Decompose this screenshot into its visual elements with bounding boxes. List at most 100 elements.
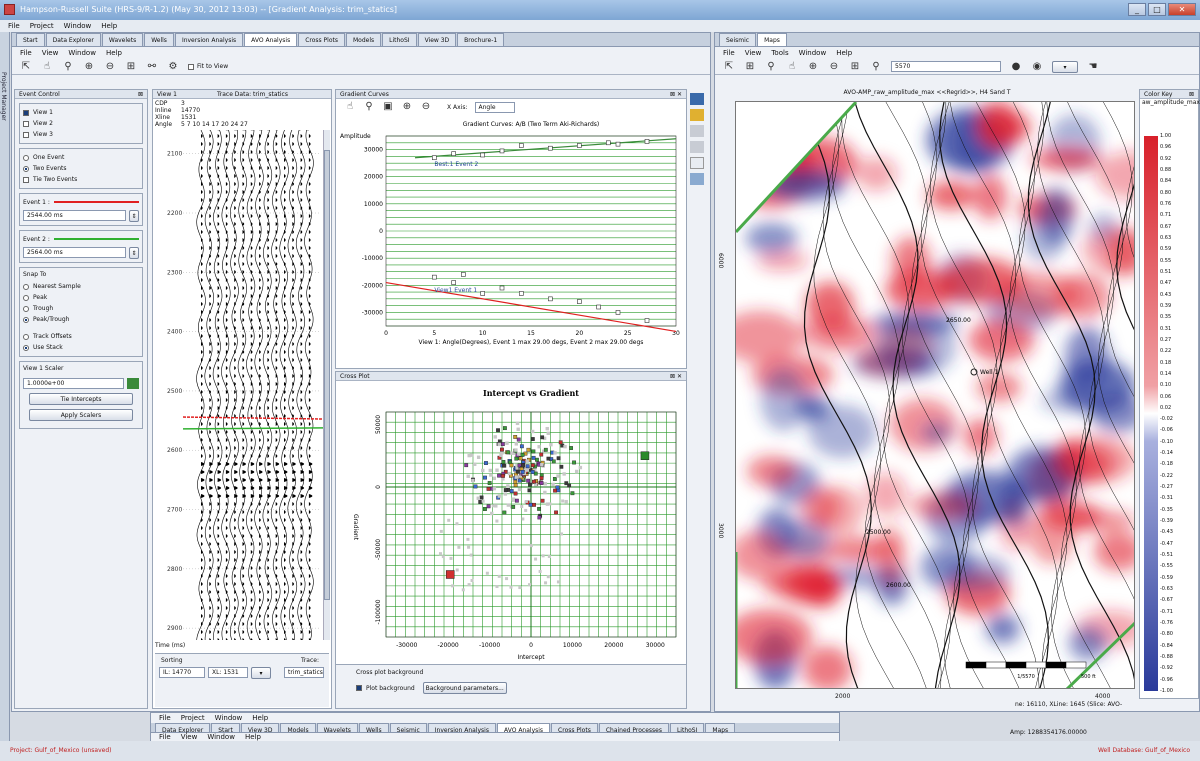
zoom-reset-icon[interactable]: ⚲ xyxy=(872,60,880,72)
grid-icon[interactable] xyxy=(690,125,704,137)
zoom-in-icon[interactable]: ⊕ xyxy=(402,101,412,112)
pan-icon[interactable]: ☝ xyxy=(788,60,796,72)
project-manager-strip[interactable]: Project Manager xyxy=(0,32,10,741)
background-params-button[interactable]: Background parameters... xyxy=(422,682,507,694)
tie-intercepts-button[interactable]: Tie Intercepts xyxy=(29,393,133,405)
gradient-curves-chart[interactable]: Gradient Curves: A/B (Two Term Aki-Richa… xyxy=(336,116,686,368)
tab-wavelets[interactable]: Wavelets xyxy=(101,33,144,46)
menu-item-file[interactable]: File xyxy=(723,49,735,57)
use-stack-radio[interactable]: Use Stack xyxy=(23,342,139,353)
well-marker-icon[interactable] xyxy=(970,368,978,376)
tab-inversion-analysis[interactable]: Inversion Analysis xyxy=(427,723,496,734)
tab-avo-analysis[interactable]: AVO Analysis xyxy=(496,723,551,734)
tab-start[interactable]: Start xyxy=(16,33,45,46)
scaler-field[interactable]: 1.0000e+00 xyxy=(23,378,124,389)
panel-close-icon[interactable]: ⊠ ✕ xyxy=(670,91,682,98)
menu-item-help[interactable]: Help xyxy=(101,22,118,30)
checkbox-icon[interactable] xyxy=(23,109,29,116)
tab-brochure-1[interactable]: Brochure-1 xyxy=(457,33,505,46)
apply-scaler-icon[interactable] xyxy=(127,378,139,389)
tab-inversion-analysis[interactable]: Inversion Analysis xyxy=(174,33,244,46)
zoom-icon[interactable]: ⚲ xyxy=(365,101,373,112)
tab-avo-analysis[interactable]: AVO Analysis xyxy=(244,33,298,46)
event2-spinner[interactable]: ⇕ xyxy=(129,247,139,259)
menu-item-help[interactable]: Help xyxy=(105,49,122,57)
menu-item-project[interactable]: Project xyxy=(180,714,205,722)
menu-item-view[interactable]: View xyxy=(180,733,198,741)
menu-item-window[interactable]: Window xyxy=(214,714,243,722)
tab-lithosi[interactable]: LithoSI xyxy=(669,723,705,734)
close-button[interactable]: ✕ xyxy=(1168,3,1196,16)
menu-item-file[interactable]: File xyxy=(20,49,32,57)
menu-item-help[interactable]: Help xyxy=(252,714,269,722)
menu-item-window[interactable]: Window xyxy=(68,49,96,57)
tab-seismic[interactable]: Seismic xyxy=(719,33,757,46)
event2-horizon[interactable] xyxy=(182,427,324,430)
snap-option-radio[interactable]: Peak/Trough xyxy=(23,314,139,325)
tab-view-3d[interactable]: View 3D xyxy=(240,723,280,734)
panel-close-icon[interactable]: ⊠ ✕ xyxy=(670,373,682,380)
menu-item-file[interactable]: File xyxy=(159,714,171,722)
play-icon[interactable] xyxy=(690,93,704,105)
checkbox-icon[interactable] xyxy=(23,131,29,138)
maximize-button[interactable]: □ xyxy=(1148,3,1166,16)
tab-maps[interactable]: Maps xyxy=(705,723,736,734)
radio-icon[interactable] xyxy=(23,154,29,161)
menu-item-view[interactable]: View xyxy=(744,49,762,57)
tie-two-events-checkbox[interactable]: Tie Two Events xyxy=(23,174,139,185)
event2-color-swatch[interactable] xyxy=(53,238,139,240)
apply-scalers-button[interactable]: Apply Scalers xyxy=(29,409,133,421)
page-icon[interactable] xyxy=(690,157,704,169)
pointer-icon[interactable]: ⇱ xyxy=(724,60,734,72)
eye-icon[interactable]: ◉ xyxy=(1032,60,1042,72)
cross-plot-chart[interactable]: Intercept vs Gradient-30000 -20000 -10000 0… xyxy=(336,382,686,662)
menu-item-view[interactable]: View xyxy=(41,49,59,57)
tab-chained-processes[interactable]: Chained Processes xyxy=(598,723,669,734)
tab-wells[interactable]: Wells xyxy=(358,723,389,734)
tab-models[interactable]: Models xyxy=(346,33,382,46)
tab-cross-plots[interactable]: Cross Plots xyxy=(551,723,598,734)
zoom-fit-icon[interactable]: ⊞ xyxy=(850,60,860,72)
snap-option-radio[interactable]: Trough xyxy=(23,303,139,314)
event2-time-field[interactable]: 2564.00 ms xyxy=(23,247,126,258)
tab-models[interactable]: Models xyxy=(280,723,316,734)
plot-background-checkbox[interactable]: Plot background xyxy=(356,683,415,694)
menu-item-window[interactable]: Window xyxy=(207,733,235,741)
x-axis-select[interactable]: Angle xyxy=(474,101,515,113)
tab-data-explorer[interactable]: Data Explorer xyxy=(155,723,211,734)
zoom-out-icon[interactable]: ⊖ xyxy=(829,60,839,72)
grid-icon[interactable]: ⊞ xyxy=(745,60,755,72)
menu-item-file[interactable]: File xyxy=(159,733,171,741)
zoom-in-icon[interactable]: ⊕ xyxy=(808,60,818,72)
menu-item-window[interactable]: Window xyxy=(63,22,92,30)
radio-icon[interactable] xyxy=(23,165,29,172)
tab-seismic[interactable]: Seismic xyxy=(389,723,427,734)
zoom-icon[interactable]: ⚲ xyxy=(767,60,775,72)
tab-lithosi[interactable]: LithoSI xyxy=(382,33,417,46)
event-count-radio[interactable]: Two Events xyxy=(23,163,139,174)
tab-data-explorer[interactable]: Data Explorer xyxy=(45,33,101,46)
event1-color-swatch[interactable] xyxy=(53,201,139,203)
pan-icon[interactable]: ☝ xyxy=(346,101,354,112)
snap-option-radio[interactable]: Peak xyxy=(23,292,139,303)
event1-time-field[interactable]: 2544.00 ms xyxy=(23,210,126,221)
warning-icon[interactable] xyxy=(690,109,704,121)
menu-item-help[interactable]: Help xyxy=(836,49,853,57)
event-count-radio[interactable]: One Event xyxy=(23,152,139,163)
export-icon[interactable] xyxy=(690,173,704,185)
fit-to-view-toggle[interactable]: Fit to View xyxy=(188,63,228,70)
track-offsets-radio[interactable]: Track Offsets xyxy=(23,331,139,342)
tab-wavelets[interactable]: Wavelets xyxy=(316,723,358,734)
table-icon[interactable] xyxy=(690,141,704,153)
radio-icon[interactable] xyxy=(23,294,29,301)
sort-dropdown[interactable]: ▾ xyxy=(251,667,271,679)
binoculars-icon[interactable]: ⚯ xyxy=(147,60,157,72)
globe-icon[interactable]: ● xyxy=(1011,60,1021,72)
pan-icon[interactable]: ☝ xyxy=(43,60,51,72)
map-canvas[interactable]: Well 1 2500.00 2650.00 2600.00 1/5570 500 ft xyxy=(735,101,1135,689)
tab-view-3d[interactable]: View 3D xyxy=(417,33,457,46)
view-checkbox[interactable]: View 3 xyxy=(23,129,139,140)
menu-item-tools[interactable]: Tools xyxy=(771,49,789,57)
